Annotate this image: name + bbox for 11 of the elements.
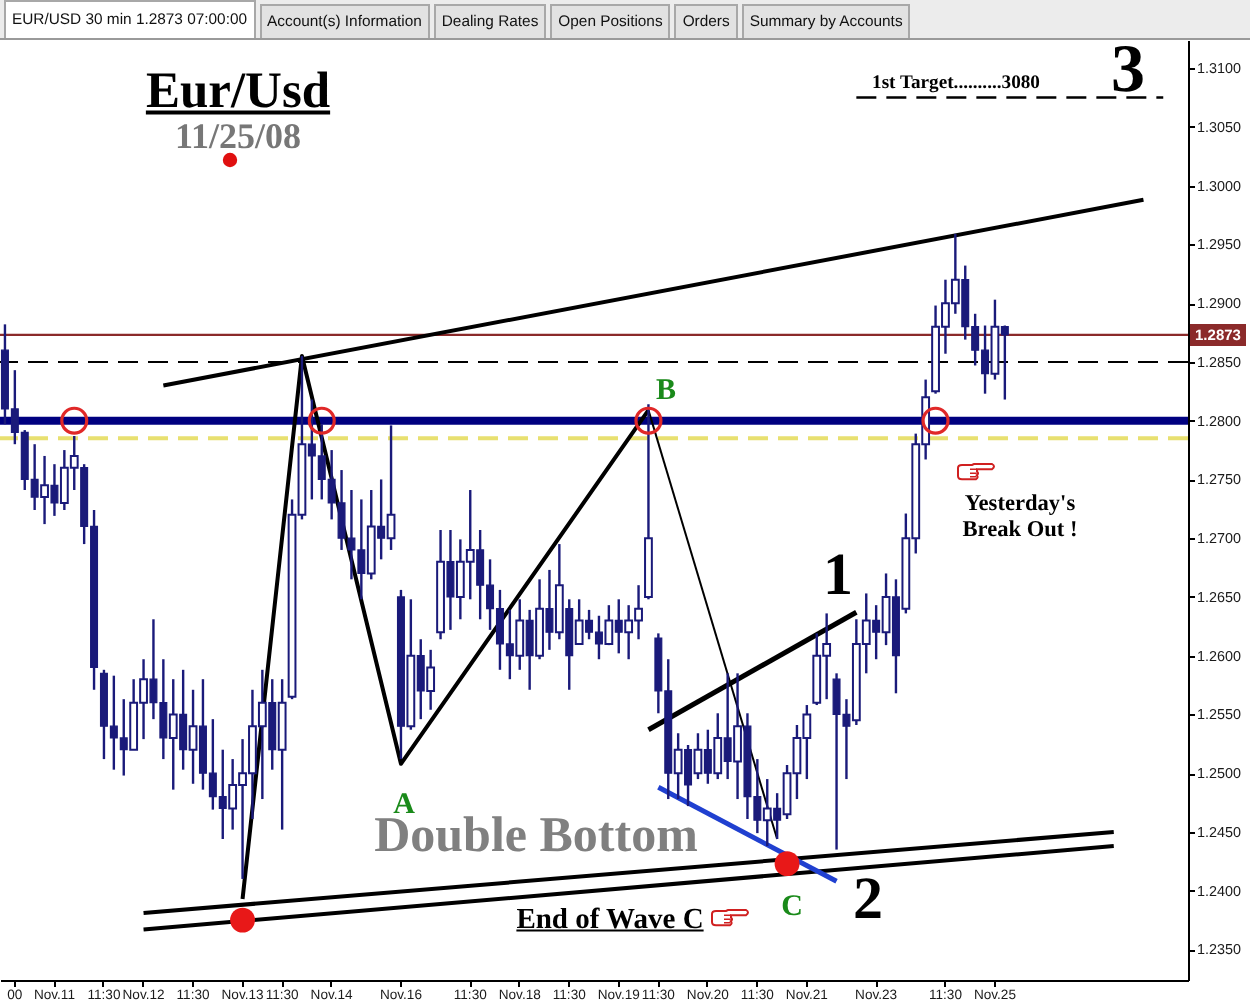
- chart-title: Eur/Usd: [145, 60, 331, 119]
- annotation: 1: [823, 542, 853, 608]
- annotation: 1st Target..........3080: [872, 72, 1040, 95]
- annotation: Yesterday's Break Out !: [960, 492, 1080, 544]
- annotation: 3: [1111, 32, 1145, 107]
- annotation: End of Wave C: [516, 903, 704, 936]
- annotation: 2: [853, 866, 883, 932]
- annotation: B: [655, 375, 677, 407]
- annotation: A: [393, 789, 415, 821]
- annotation: C: [781, 891, 803, 923]
- text: 11/25/08: [174, 116, 302, 156]
